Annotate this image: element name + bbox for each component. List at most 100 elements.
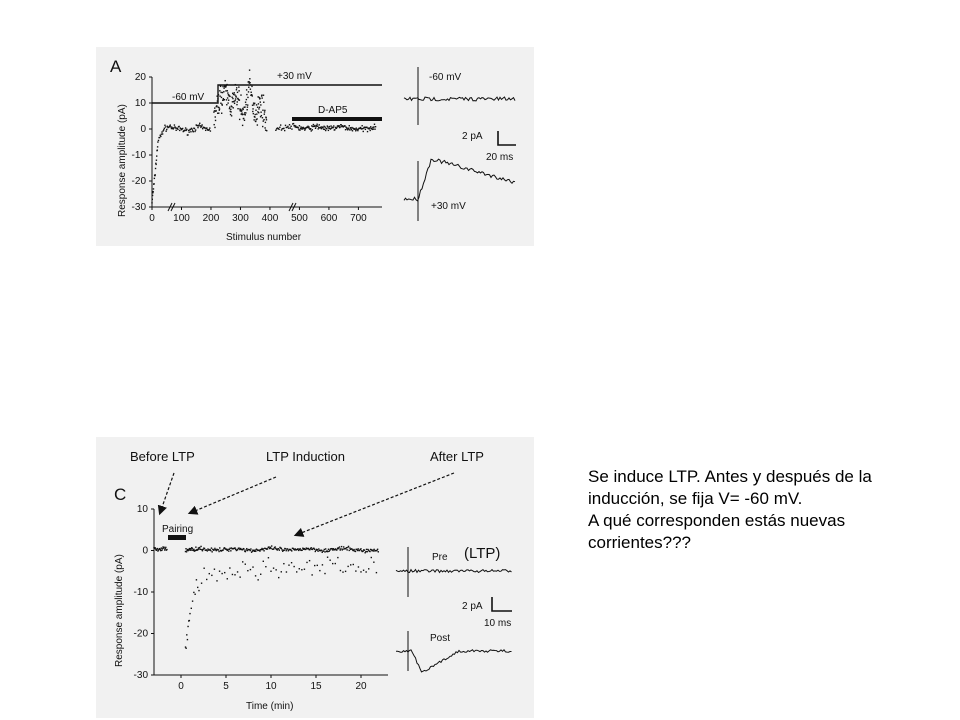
c-data-point <box>200 582 203 584</box>
a-data-point <box>310 130 312 132</box>
a-data-point <box>256 106 259 108</box>
a-data-point <box>230 115 233 117</box>
c-data-point <box>364 552 366 554</box>
c-data-point <box>212 548 214 551</box>
a-data-point <box>175 129 177 131</box>
a-data-point <box>255 118 257 121</box>
a-data-point <box>186 128 188 131</box>
c-data-point <box>357 548 359 550</box>
a-data-point <box>323 128 326 131</box>
a-data-point <box>361 127 364 130</box>
a-data-point <box>330 127 333 129</box>
a-data-point <box>223 85 226 88</box>
a-data-point <box>213 111 215 113</box>
c-data-point <box>321 551 323 554</box>
c-data-point <box>186 638 189 641</box>
c-data-point <box>358 549 361 552</box>
c-data-point <box>276 549 278 551</box>
a-data-point <box>184 129 186 131</box>
c-data-point <box>341 549 344 551</box>
a-data-point <box>368 127 371 129</box>
a-data-point <box>213 110 216 112</box>
c-data-point <box>340 548 342 550</box>
a-data-point <box>183 130 186 132</box>
a-data-point <box>263 111 266 113</box>
a-data-point <box>200 126 202 129</box>
a-y-tick-label: 10 <box>135 98 147 109</box>
c-data-point <box>239 547 242 550</box>
a-data-point <box>246 106 249 108</box>
a-data-point <box>234 99 236 102</box>
a-data-point <box>245 112 247 114</box>
a-data-point <box>251 85 253 88</box>
a-data-point <box>156 149 159 151</box>
c-scale-bar <box>491 597 512 612</box>
a-data-point <box>354 128 356 131</box>
c-data-point <box>163 546 165 548</box>
a-data-point <box>171 126 173 129</box>
a-data-point <box>259 116 262 118</box>
a-data-point <box>315 125 318 127</box>
c-data-point <box>347 545 350 548</box>
c-data-point <box>301 549 303 551</box>
a-data-point <box>250 91 252 93</box>
a-data-point <box>263 101 265 103</box>
question-text: Se induce LTP. Antes y después de la ind… <box>588 466 956 554</box>
question-line-2: inducción, se fija V= -60 mV. <box>588 489 803 508</box>
c-data-point <box>363 549 366 551</box>
a-data-point <box>344 128 347 131</box>
a-data-point <box>178 125 180 128</box>
c-data-point <box>287 550 290 552</box>
a-data-point <box>265 117 267 119</box>
a-data-point <box>238 118 241 121</box>
c-data-point <box>184 646 187 648</box>
a-data-point <box>346 129 349 131</box>
before-ltp-label: Before LTP <box>130 449 195 464</box>
c-data-point <box>334 562 336 565</box>
a-x-tick-label: 400 <box>262 213 279 224</box>
c-data-point <box>186 634 188 636</box>
a-data-point <box>280 129 283 131</box>
a-data-point <box>216 105 218 107</box>
a-data-point <box>364 126 366 129</box>
a-data-point <box>307 125 309 127</box>
a-x-tick-label: 500 <box>291 213 308 224</box>
c-data-point <box>164 547 166 550</box>
c-data-point <box>223 547 226 549</box>
c-data-point <box>267 557 270 559</box>
a-data-point <box>373 123 376 125</box>
c-data-point <box>222 549 224 551</box>
c-data-point <box>328 550 330 552</box>
c-data-point <box>189 549 191 551</box>
a-data-point <box>154 167 157 170</box>
a-data-point <box>188 131 190 133</box>
a-data-point <box>308 126 310 128</box>
c-data-point <box>316 549 319 551</box>
c-data-point <box>298 548 301 551</box>
a-data-point <box>243 106 245 108</box>
c-data-point <box>373 561 375 563</box>
a-data-point <box>290 125 292 128</box>
a-data-point <box>299 127 302 130</box>
a-data-point <box>266 129 268 132</box>
c-data-point <box>297 549 300 552</box>
c-data-point <box>228 548 231 550</box>
a-data-point <box>235 95 237 97</box>
c-data-point <box>217 549 220 551</box>
a-data-point <box>288 124 291 126</box>
a-data-point <box>155 163 157 166</box>
a-data-point <box>157 141 159 143</box>
a-data-point <box>327 129 330 132</box>
c-data-point <box>191 547 193 549</box>
c-data-point <box>291 550 293 552</box>
c-data-point <box>331 549 334 551</box>
a-x-tick-label: 300 <box>232 213 249 224</box>
a-data-point <box>283 127 285 130</box>
c-data-point <box>275 547 277 550</box>
c-data-point <box>266 548 269 550</box>
c-data-point <box>160 547 163 549</box>
c-data-point <box>250 548 252 550</box>
c-data-point <box>362 569 365 571</box>
a-data-point <box>330 125 332 127</box>
c-data-point <box>346 549 348 551</box>
